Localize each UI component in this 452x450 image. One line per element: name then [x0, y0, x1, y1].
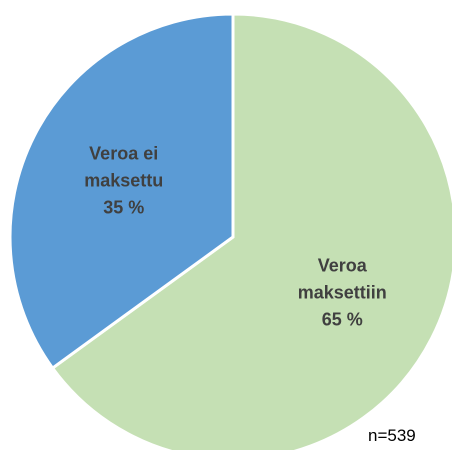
pie-slice	[8, 12, 235, 371]
slice-label: Veroa ei maksettu 35 %	[64, 141, 184, 222]
slice-name: Veroa ei maksettu	[84, 143, 164, 191]
slice-name: Veroa maksettiin	[297, 255, 387, 303]
slice-value: 65 %	[321, 309, 363, 330]
pie-slice	[50, 12, 452, 450]
slice-value: 35 %	[103, 197, 145, 218]
sample-size: n=539	[368, 426, 416, 445]
slice-label: Veroa maksettiin 65 %	[282, 252, 402, 333]
